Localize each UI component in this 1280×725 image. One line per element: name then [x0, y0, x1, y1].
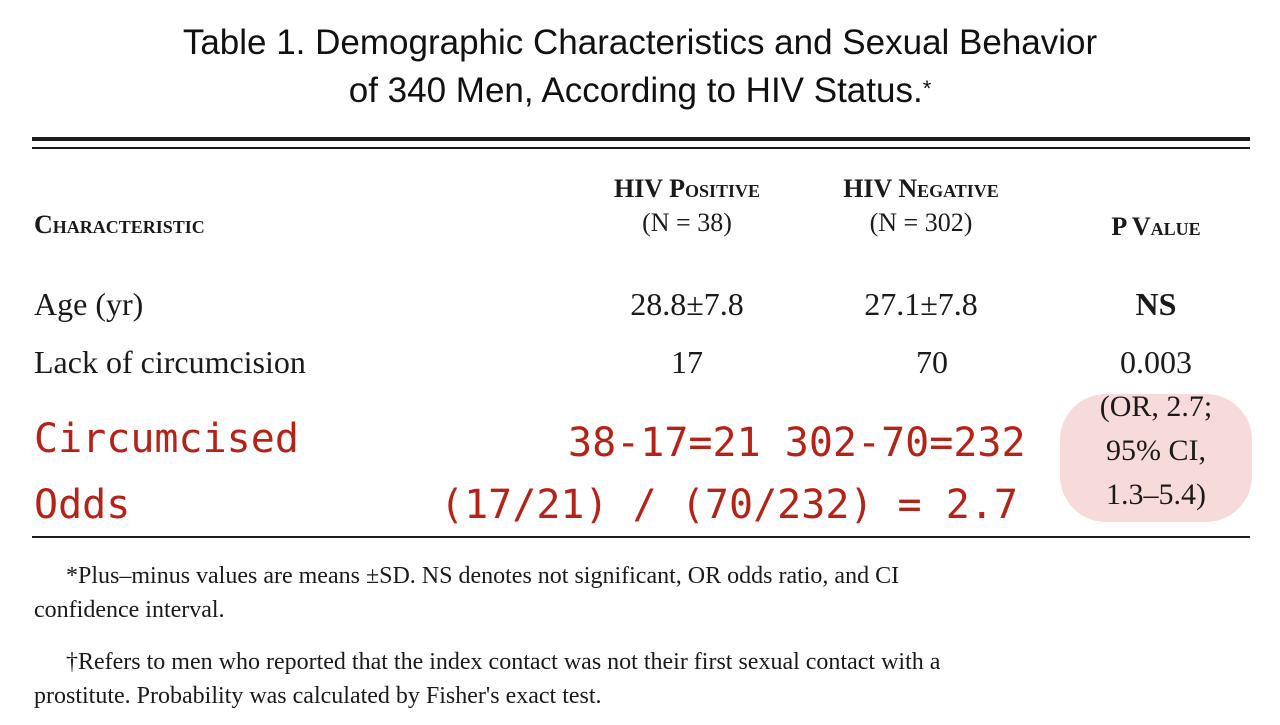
title-footnote-marker: * [922, 76, 932, 101]
ci-highlight [1060, 394, 1252, 522]
or-value: (OR, 2.7; [1099, 390, 1213, 423]
row-age-positive: 28.8±7.8 [630, 286, 744, 322]
header-p-value: P Value [1111, 212, 1201, 241]
annotation-odds-calc: (17/21) / (70/232) = 2.7 [440, 482, 1018, 528]
footnote-2-line-2: prostitute. Probability was calculated b… [34, 683, 602, 709]
row-circumcision-positive: 17 [671, 344, 703, 380]
ci-range: 1.3–5.4) [1106, 478, 1206, 511]
header-hiv-positive-n: (N = 38) [642, 208, 732, 237]
row-circumcision-negative: 70 [916, 344, 948, 380]
row-age-p: NS [1135, 286, 1177, 322]
ci-label: 95% CI, [1106, 434, 1206, 467]
annotation-circumcised-calc: 38-17=21 302-70=232 [568, 420, 1026, 466]
header-hiv-negative-n: (N = 302) [869, 208, 973, 237]
row-circumcision-p: 0.003 [1120, 344, 1192, 380]
table-title-text: of 340 Men, According to HIV Status. [348, 71, 923, 110]
header-hiv-positive: HIV Positive [613, 174, 761, 203]
header-hiv-negative: HIV Negative [843, 174, 999, 203]
table-title-line-2: of 340 Men, According to HIV Status.* [0, 66, 1280, 114]
annotation-odds-label: Odds [34, 482, 131, 528]
bottom-rule [32, 536, 1250, 538]
top-rule-thin [32, 147, 1250, 149]
row-age-label: Age (yr) [34, 286, 144, 322]
row-circumcision-label: Lack of circumcision [34, 344, 306, 380]
annotation-circumcised-label: Circumcised [34, 416, 299, 462]
footnote-1-line-2: confidence interval. [34, 597, 225, 623]
header-characteristic: Characteristic [34, 210, 205, 239]
row-age-negative: 27.1±7.8 [864, 286, 978, 322]
table-title-line-1: Table 1. Demographic Characteristics and… [182, 23, 1098, 62]
footnote-1-line-1: *Plus–minus values are means ±SD. NS den… [66, 563, 900, 589]
top-rule-thick [32, 137, 1250, 141]
footnote-2-line-1: †Refers to men who reported that the ind… [66, 649, 941, 675]
